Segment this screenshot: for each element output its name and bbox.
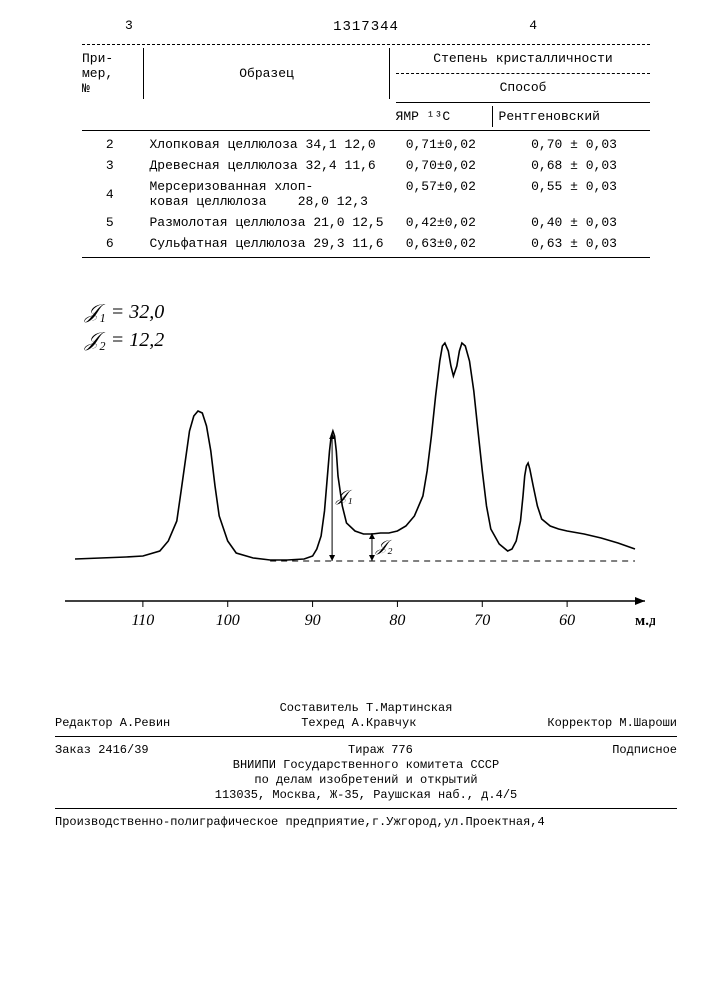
cell-xray: 0,40 ± 0,03 [492,212,656,233]
cell-xray: 0,63 ± 0,03 [492,233,656,254]
cell-xray: 0,55 ± 0,03 [492,176,656,212]
cell-n: 6 [76,233,144,254]
col-sample: Образец [144,48,390,99]
cell-sample: Мерсеризованная хлоп- ковая целлюлоза 28… [144,176,390,212]
crystallinity-table: При- мер, № Образец Степень кристаллично… [76,41,656,261]
cell-xray: 0,70 ± 0,03 [492,134,656,155]
cell-nmr: 0,70±0,02 [390,155,493,176]
cell-nmr: 0,71±0,02 [390,134,493,155]
address-1: 113035, Москва, Ж-35, Раушская наб., д.4… [55,788,677,802]
cell-sample: Древесная целлюлоза 32,4 11,6 [144,155,390,176]
annotation-y1: 𝒥₁ = 32,0 [85,301,164,324]
page: 3 4 1317344 При- мер, № Образец Степень … [0,0,707,1000]
cell-sample: Сульфатная целлюлоза 29,3 11,6 [144,233,390,254]
svg-text:60: 60 [559,612,575,629]
svg-text:70: 70 [474,612,490,629]
cell-sample: Размолотая целлюлоза 21,0 12,5 [144,212,390,233]
table-row: 6Сульфатная целлюлоза 29,3 11,60,63±0,02… [76,233,656,254]
col-crystallinity: Степень кристалличности [390,48,656,70]
table-body: 2Хлопковая целлюлоза 34,1 12,00,71±0,020… [76,134,656,254]
svg-text:𝒥₁: 𝒥₁ [335,488,353,505]
subscription: Подписное [612,743,677,757]
org-line-1: ВНИИПИ Государственного комитета СССР [55,758,677,772]
corrector: Корректор М.Шароши [547,716,677,730]
col-xray: Рентгеновский [492,106,656,127]
compiler: Составитель Т.Мартинская [55,701,677,715]
cell-xray: 0,68 ± 0,03 [492,155,656,176]
cell-n: 5 [76,212,144,233]
svg-text:90: 90 [305,612,321,629]
svg-text:𝒥₂: 𝒥₂ [375,538,393,555]
svg-text:110: 110 [131,612,154,629]
cell-n: 4 [76,176,144,212]
svg-text:100: 100 [216,612,240,629]
table-row: 5Размолотая целлюлоза 21,0 12,50,42±0,02… [76,212,656,233]
print-run: Тираж 776 [348,743,413,757]
col-method: Способ [390,77,656,99]
col-nmr: ЯМР ¹³С [390,106,493,127]
table-row: 3Древесная целлюлоза 32,4 11,60,70±0,020… [76,155,656,176]
svg-text:м.д.: м.д. [635,613,655,629]
col-primer: При- мер, № [76,48,144,99]
cell-nmr: 0,57±0,02 [390,176,493,212]
org-line-2: по делам изобретений и открытий [55,773,677,787]
imprint-footer: Составитель Т.Мартинская Редактор А.Реви… [55,701,677,829]
annotation-y2: 𝒥₂ = 12,2 [85,329,164,352]
left-page-number: 3 [125,18,133,33]
order-number: Заказ 2416/39 [55,743,149,757]
patent-number: 1317344 [55,19,677,35]
table-row: 4Мерсеризованная хлоп- ковая целлюлоза 2… [76,176,656,212]
tech-editor: Техред А.Кравчук [301,716,416,730]
cell-nmr: 0,63±0,02 [390,233,493,254]
cell-sample: Хлопковая целлюлоза 34,1 12,0 [144,134,390,155]
spectrum-svg: 𝒥₁ 𝒥₂ 110 100 90 80 70 60 м.д. [55,301,655,681]
cell-n: 3 [76,155,144,176]
right-page-number: 4 [529,18,537,33]
cell-nmr: 0,42±0,02 [390,212,493,233]
cell-n: 2 [76,134,144,155]
address-2: Производственно-полиграфическое предприя… [55,815,677,829]
editor: Редактор А.Ревин [55,716,170,730]
svg-text:80: 80 [389,612,405,629]
table-row: 2Хлопковая целлюлоза 34,1 12,00,71±0,020… [76,134,656,155]
nmr-spectrum-chart: 𝒥₁ = 32,0 𝒥₂ = 12,2 𝒥₁ 𝒥₂ 110 100 90 80 70 60 м.… [55,301,655,681]
